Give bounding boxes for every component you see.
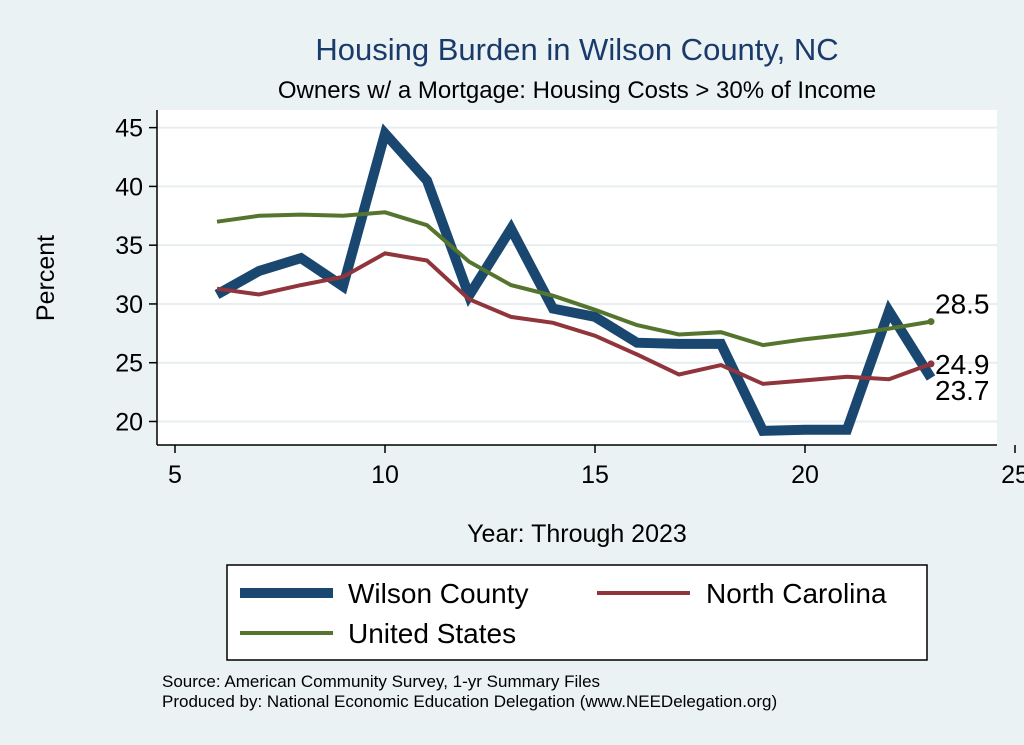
series-layer — [214, 123, 936, 436]
y-tick-label-25: 25 — [115, 350, 143, 378]
chart-title: Housing Burden in Wilson County, NC — [315, 32, 838, 67]
source-note: Source: American Community Survey, 1-yr … — [162, 672, 600, 691]
y-tick-label-45: 45 — [115, 115, 143, 143]
x-tick-label-5: 5 — [168, 461, 182, 489]
x-tick-label-20: 20 — [791, 461, 819, 489]
legend: Wilson County North Carolina United Stat… — [226, 564, 928, 661]
series-line-north-carolina — [216, 251, 932, 386]
x-tick-label-25: 25 — [1001, 461, 1024, 489]
y-tick-label-35: 35 — [115, 232, 143, 260]
produced-by-note: Produced by: National Economic Education… — [162, 692, 777, 711]
series-end-point-north-carolina — [927, 360, 935, 368]
end-label-north-carolina: 24.9 — [935, 349, 990, 380]
legend-label-north-carolina: North Carolina — [706, 578, 887, 609]
y-tick-label-20: 20 — [115, 408, 143, 436]
x-tick-label-10: 10 — [371, 461, 399, 489]
y-axis-label: Percent — [32, 235, 60, 321]
end-labels: 23.724.9 28.5 — [935, 289, 990, 406]
chart-subtitle: Owners w/ a Mortgage: Housing Costs > 30… — [278, 77, 876, 104]
series-end-point-united-states — [927, 318, 935, 326]
legend-label-united-states: United States — [348, 618, 516, 649]
legend-box — [226, 564, 928, 661]
axes: 20 25 30 35 40 45 5 10 15 20 25 — [115, 110, 1024, 489]
legend-label-wilson-county: Wilson County — [348, 578, 529, 609]
series-line-wilson-county — [214, 123, 936, 436]
end-label-united-states: 28.5 — [935, 289, 990, 320]
end-label-wilson-county: 23.7 — [935, 375, 990, 406]
plot-area — [157, 110, 997, 445]
x-tick-label-15: 15 — [581, 461, 609, 489]
y-tick-label-40: 40 — [115, 173, 143, 201]
series-line-united-states — [216, 210, 932, 348]
y-tick-label-30: 30 — [115, 291, 143, 319]
x-axis-label: Year: Through 2023 — [467, 520, 687, 548]
